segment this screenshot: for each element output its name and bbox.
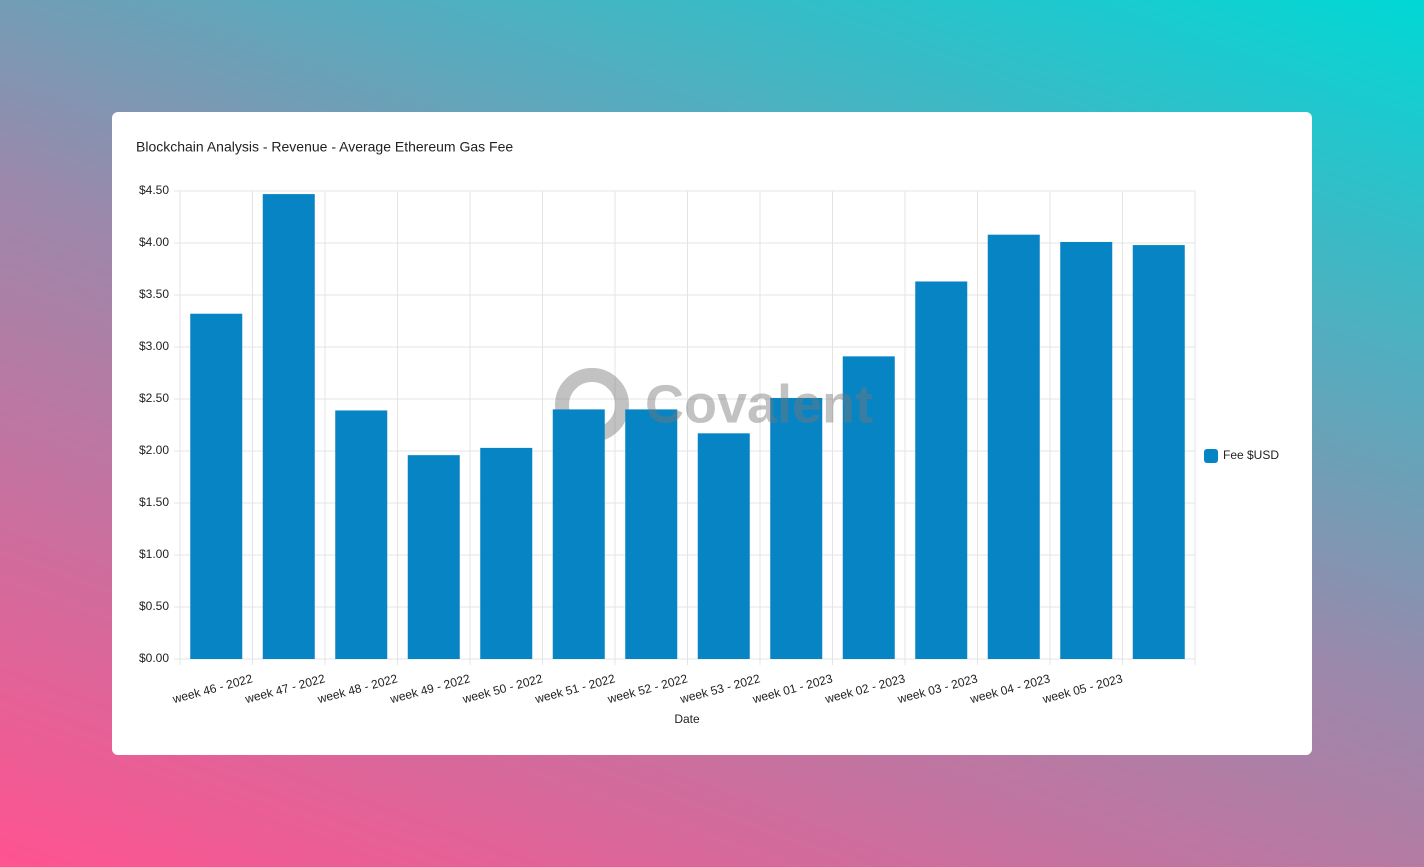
x-tick-label: week 04 - 2023: [968, 671, 1052, 706]
x-tick-label: week 48 - 2022: [315, 671, 399, 706]
bar: [915, 281, 968, 659]
bar: [625, 409, 678, 659]
x-tick-label: week 52 - 2022: [605, 671, 689, 706]
y-tick-label: $1.00: [139, 547, 169, 561]
legend-swatch: [1204, 449, 1218, 463]
x-tick-label: week 01 - 2023: [750, 671, 834, 706]
y-tick-label: $4.50: [139, 183, 169, 197]
x-tick-label: week 03 - 2023: [895, 671, 979, 706]
x-tick-label: week 46 - 2022: [170, 671, 254, 706]
bar: [987, 234, 1040, 659]
bar: [770, 397, 823, 659]
y-tick-label: $3.50: [139, 287, 169, 301]
x-tick-label: week 50 - 2022: [460, 671, 544, 706]
watermark: Covalent: [645, 374, 873, 434]
legend-label: Fee $USD: [1223, 448, 1279, 462]
chart-title: Blockchain Analysis - Revenue - Average …: [136, 139, 513, 155]
bar: [190, 313, 243, 659]
bar: [842, 356, 895, 659]
x-tick-label: week 02 - 2023: [823, 671, 907, 706]
y-tick-label: $2.50: [139, 391, 169, 405]
x-tick-label: week 05 - 2023: [1040, 671, 1124, 706]
bar: [480, 447, 533, 659]
y-tick-label: $4.00: [139, 235, 169, 249]
y-tick-label: $0.00: [139, 651, 169, 665]
bar: [335, 410, 388, 659]
y-tick-label: $1.50: [139, 495, 169, 509]
bar: [407, 455, 460, 659]
bar: [697, 433, 750, 659]
x-axis-label: Date: [674, 712, 700, 726]
bar: [552, 409, 605, 659]
x-tick-label: week 53 - 2022: [678, 671, 762, 706]
y-tick-label: $3.00: [139, 339, 169, 353]
bar: [262, 194, 315, 659]
bar: [1132, 245, 1185, 659]
x-tick-label: week 51 - 2022: [533, 671, 617, 706]
x-tick-label: week 47 - 2022: [243, 671, 327, 706]
x-tick-label: week 49 - 2022: [388, 671, 472, 706]
bar: [1060, 241, 1113, 659]
y-tick-label: $2.00: [139, 443, 169, 457]
y-tick-label: $0.50: [139, 599, 169, 613]
